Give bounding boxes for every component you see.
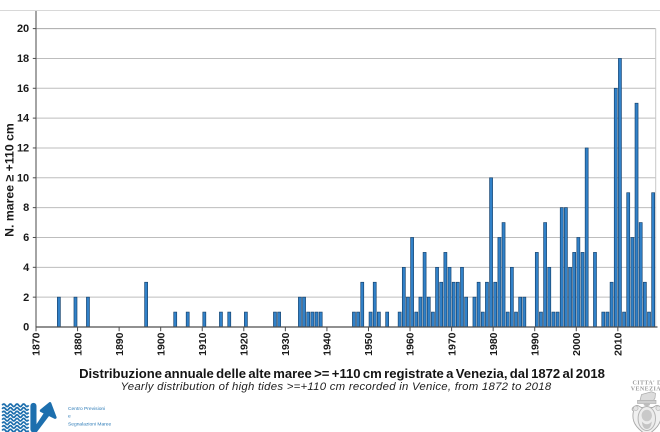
svg-text:1970: 1970 xyxy=(446,332,458,356)
svg-text:18: 18 xyxy=(17,53,29,65)
svg-text:1900: 1900 xyxy=(155,332,167,356)
svg-text:1890: 1890 xyxy=(114,332,126,356)
svg-text:2010: 2010 xyxy=(613,332,625,356)
svg-text:1990: 1990 xyxy=(529,332,541,356)
svg-text:1880: 1880 xyxy=(72,332,84,356)
svg-text:Centro Previsioni: Centro Previsioni xyxy=(68,406,105,412)
svg-text:0: 0 xyxy=(23,322,29,334)
svg-text:Segnalazioni Maree: Segnalazioni Maree xyxy=(68,421,112,427)
svg-text:16: 16 xyxy=(17,83,29,95)
svg-text:4: 4 xyxy=(23,262,30,274)
svg-text:1960: 1960 xyxy=(405,332,417,356)
svg-text:e: e xyxy=(68,415,71,420)
svg-text:12: 12 xyxy=(17,143,29,155)
svg-text:1980: 1980 xyxy=(488,332,500,356)
svg-text:1950: 1950 xyxy=(363,332,375,356)
svg-text:CITTA' DI: CITTA' DI xyxy=(633,381,660,387)
svg-text:8: 8 xyxy=(23,202,29,214)
svg-text:1870: 1870 xyxy=(31,332,43,356)
svg-text:2000: 2000 xyxy=(571,332,583,356)
svg-text:N. maree ≥ +110 cm: N. maree ≥ +110 cm xyxy=(3,123,17,237)
svg-text:2: 2 xyxy=(23,292,29,304)
svg-text:1910: 1910 xyxy=(197,332,209,356)
svg-text:6: 6 xyxy=(23,232,29,244)
svg-text:VENEZIA: VENEZIA xyxy=(631,387,660,393)
svg-text:1930: 1930 xyxy=(280,332,292,356)
svg-text:Distribuzione annuale delle al: Distribuzione annuale delle alte maree >… xyxy=(79,366,605,381)
svg-text:10: 10 xyxy=(17,172,29,184)
svg-text:14: 14 xyxy=(17,113,30,125)
svg-text:Yearly distribution of high ti: Yearly distribution of high tides >=+110… xyxy=(121,381,552,393)
svg-text:1940: 1940 xyxy=(322,332,334,356)
svg-text:20: 20 xyxy=(17,23,29,35)
svg-text:1920: 1920 xyxy=(239,332,251,356)
